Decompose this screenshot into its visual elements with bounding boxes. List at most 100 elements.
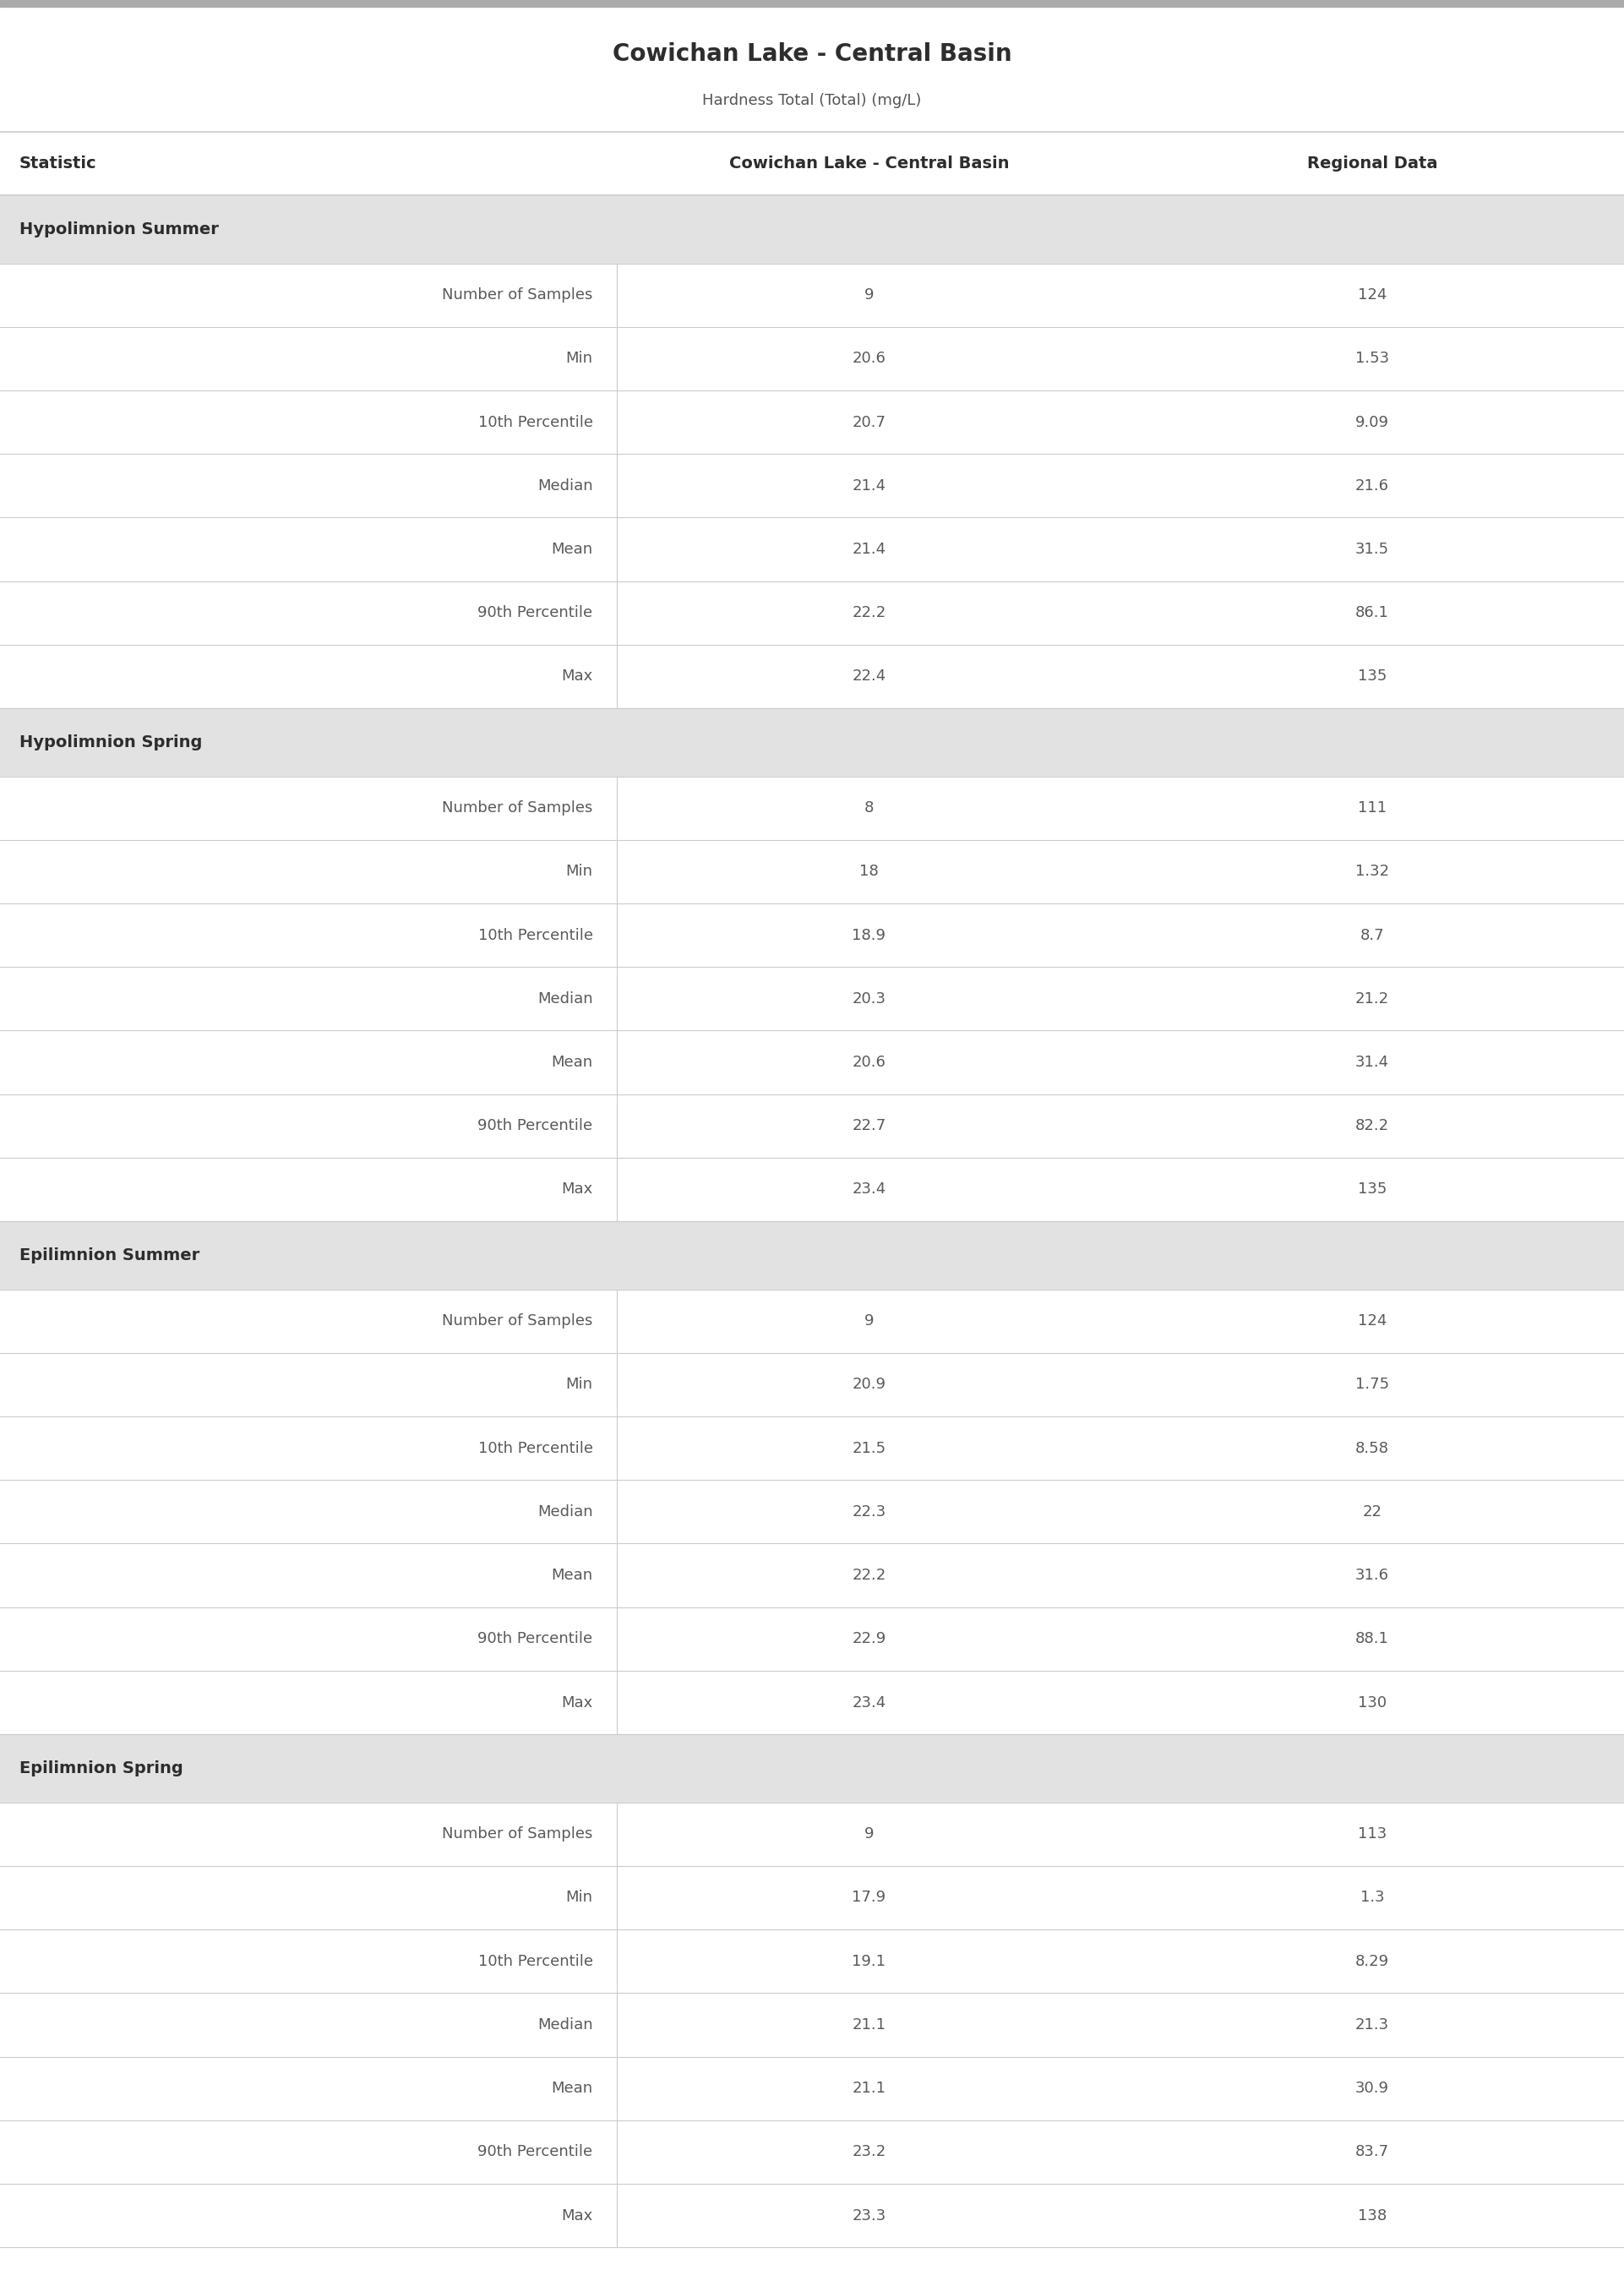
Text: 21.4: 21.4 (853, 543, 885, 556)
Text: 9: 9 (864, 1827, 874, 1841)
Bar (0, 132, 1624, 195)
Bar (0, 1031, 1624, 1094)
Text: 20.6: 20.6 (853, 1056, 885, 1069)
Text: 8.58: 8.58 (1356, 1441, 1389, 1455)
Text: Median: Median (538, 992, 593, 1006)
Bar (0, 903, 1624, 967)
Text: 83.7: 83.7 (1356, 2145, 1389, 2159)
Text: Hypolimnion Summer: Hypolimnion Summer (19, 220, 219, 238)
Text: Statistic: Statistic (19, 154, 97, 173)
Text: 88.1: 88.1 (1356, 1632, 1389, 1646)
Bar (0, 2057, 1624, 2120)
Text: Hypolimnion Spring: Hypolimnion Spring (19, 733, 203, 751)
Text: Min: Min (565, 352, 593, 365)
Text: Mean: Mean (551, 1056, 593, 1069)
Text: 138: 138 (1358, 2209, 1387, 2222)
Bar (0, 581, 1624, 645)
Text: 20.7: 20.7 (853, 415, 885, 429)
Bar (0, 1221, 1624, 1289)
Bar (0, 390, 1624, 454)
Bar (0, 2184, 1624, 2247)
Bar (0, 1480, 1624, 1544)
Text: 22.2: 22.2 (853, 1569, 885, 1582)
Text: 9.09: 9.09 (1356, 415, 1389, 429)
Text: 113: 113 (1358, 1827, 1387, 1841)
Bar (0, 518, 1624, 581)
Bar (0, 1289, 1624, 1353)
Text: 135: 135 (1358, 1183, 1387, 1196)
Text: 22.2: 22.2 (853, 606, 885, 620)
Text: 23.4: 23.4 (853, 1183, 885, 1196)
Bar (0, 1607, 1624, 1671)
Bar (0, 1993, 1624, 2057)
Text: 82.2: 82.2 (1356, 1119, 1389, 1133)
Text: 90th Percentile: 90th Percentile (477, 1119, 593, 1133)
Text: 124: 124 (1358, 1314, 1387, 1328)
Bar (0, 1930, 1624, 1993)
Bar (0, 1158, 1624, 1221)
Text: 31.5: 31.5 (1356, 543, 1389, 556)
Text: Hardness Total (Total) (mg/L): Hardness Total (Total) (mg/L) (703, 93, 921, 109)
Text: 90th Percentile: 90th Percentile (477, 2145, 593, 2159)
Text: Mean: Mean (551, 543, 593, 556)
Text: Number of Samples: Number of Samples (442, 1827, 593, 1841)
Text: 8.29: 8.29 (1356, 1954, 1389, 1968)
Bar (0, 0, 1624, 7)
Text: 21.6: 21.6 (1356, 479, 1389, 493)
Text: 1.32: 1.32 (1356, 865, 1389, 878)
Text: Number of Samples: Number of Samples (442, 288, 593, 302)
Text: 1.75: 1.75 (1356, 1378, 1389, 1392)
Bar (0, 195, 1624, 263)
Text: 19.1: 19.1 (853, 1954, 885, 1968)
Text: 30.9: 30.9 (1356, 2082, 1389, 2095)
Text: 10th Percentile: 10th Percentile (477, 1954, 593, 1968)
Text: Min: Min (565, 1891, 593, 1905)
Text: Max: Max (562, 1183, 593, 1196)
Bar (0, 1544, 1624, 1607)
Bar (0, 1671, 1624, 1734)
Text: 8.7: 8.7 (1361, 928, 1384, 942)
Text: 10th Percentile: 10th Percentile (477, 415, 593, 429)
Text: Number of Samples: Number of Samples (442, 801, 593, 815)
Bar (0, 1353, 1624, 1416)
Text: Median: Median (538, 1505, 593, 1519)
Text: 22.4: 22.4 (853, 670, 885, 683)
Text: 135: 135 (1358, 670, 1387, 683)
Bar (0, 1802, 1624, 1866)
Text: 90th Percentile: 90th Percentile (477, 1632, 593, 1646)
Text: Epilimnion Spring: Epilimnion Spring (19, 1759, 184, 1777)
Bar (0, 1866, 1624, 1930)
Text: Max: Max (562, 670, 593, 683)
Text: 1.53: 1.53 (1356, 352, 1389, 365)
Bar (0, 2120, 1624, 2184)
Text: Min: Min (565, 865, 593, 878)
Text: 10th Percentile: 10th Percentile (477, 928, 593, 942)
Text: 18: 18 (859, 865, 879, 878)
Text: 20.9: 20.9 (853, 1378, 885, 1392)
Bar (0, 1416, 1624, 1480)
Text: Mean: Mean (551, 1569, 593, 1582)
Text: 9: 9 (864, 288, 874, 302)
Text: 20.3: 20.3 (853, 992, 885, 1006)
Text: 31.6: 31.6 (1356, 1569, 1389, 1582)
Text: 111: 111 (1358, 801, 1387, 815)
Text: 86.1: 86.1 (1356, 606, 1389, 620)
Text: 22.3: 22.3 (853, 1505, 885, 1519)
Text: 21.1: 21.1 (853, 2082, 885, 2095)
Text: Cowichan Lake - Central Basin: Cowichan Lake - Central Basin (729, 154, 1009, 173)
Bar (0, 708, 1624, 776)
Bar (0, 454, 1624, 518)
Text: Max: Max (562, 1696, 593, 1709)
Text: 18.9: 18.9 (853, 928, 885, 942)
Bar (0, 776, 1624, 840)
Bar (0, 1094, 1624, 1158)
Text: 9: 9 (864, 1314, 874, 1328)
Text: 21.5: 21.5 (853, 1441, 885, 1455)
Text: Median: Median (538, 2018, 593, 2032)
Text: 130: 130 (1358, 1696, 1387, 1709)
Text: 17.9: 17.9 (853, 1891, 885, 1905)
Bar (0, 1734, 1624, 1802)
Bar (0, 645, 1624, 708)
Text: Median: Median (538, 479, 593, 493)
Text: 22.9: 22.9 (853, 1632, 885, 1646)
